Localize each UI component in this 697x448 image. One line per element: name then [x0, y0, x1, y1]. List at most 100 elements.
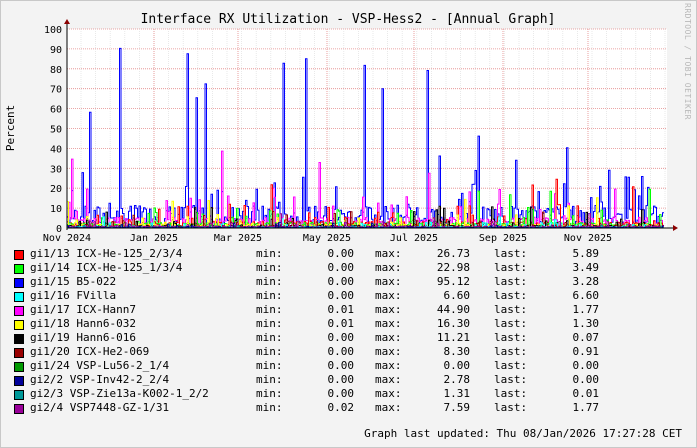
legend-min-label: min: — [256, 387, 283, 400]
rrdtool-watermark: RRDTOOL / TOBI OETIKER — [683, 3, 692, 120]
legend-max-label: max: — [375, 289, 402, 302]
legend-row: gi1/20 ICX-He2-069 min: 0.00 max: 8.30 last: 0… — [14, 345, 654, 359]
legend-min-label: min: — [256, 261, 283, 274]
legend-min-value: 0.00 — [327, 387, 355, 400]
legend-min-value: 0.00 — [327, 261, 355, 274]
y-axis-arrow — [64, 19, 70, 24]
legend-min-value: 0.01 — [327, 317, 355, 330]
legend-swatch — [14, 250, 24, 260]
legend-row: gi2/3 VSP-Zie13a-K002-1_2/2 min: 0.00 max: 1… — [14, 387, 654, 401]
legend-min-value: 0.02 — [327, 401, 355, 414]
legend-max-value: 26.73 — [436, 247, 470, 260]
legend-last-value: 0.01 — [572, 387, 600, 400]
legend-max-value: 2.78 — [443, 373, 471, 386]
legend-swatch — [14, 362, 24, 372]
legend-min-label: min: — [256, 359, 283, 372]
legend-last-label: last: — [494, 303, 528, 316]
y-tick-label: 90 — [50, 45, 62, 56]
legend-series-name: gi1/16 FVilla — [30, 289, 117, 302]
legend-max-value: 0.00 — [443, 359, 471, 372]
legend-min-value: 0.00 — [327, 331, 355, 344]
legend-last-value: 1.77 — [572, 303, 600, 316]
y-tick-label: 100 — [44, 25, 62, 36]
legend-min-label: min: — [256, 275, 283, 288]
legend-min-value: 0.01 — [327, 303, 355, 316]
legend-max-label: max: — [375, 331, 402, 344]
x-tick-label: Jan 2025 — [130, 233, 178, 244]
legend-series-name: gi1/15 B5-022 — [30, 275, 117, 288]
legend-min-value: 0.00 — [327, 373, 355, 386]
y-tick-label: 80 — [50, 65, 62, 76]
legend-series-name: gi1/18 Hann6-032 — [30, 317, 136, 330]
legend-swatch — [14, 278, 24, 288]
legend-max-value: 8.30 — [443, 345, 471, 358]
legend-max-value: 16.30 — [436, 317, 470, 330]
y-tick-label: 70 — [50, 85, 62, 96]
legend-last-value: 5.89 — [572, 247, 600, 260]
legend-series-name: gi1/24 VSP-Lu56-2_1/4 — [30, 359, 170, 372]
legend-max-value: 6.60 — [443, 289, 471, 302]
legend-last-value: 1.77 — [572, 401, 600, 414]
legend-min-label: min: — [256, 247, 283, 260]
x-axis-arrow — [673, 225, 678, 231]
legend-max-label: max: — [375, 373, 402, 386]
series-line — [67, 150, 664, 229]
legend-series-name: gi1/19 Hann6-016 — [30, 331, 136, 344]
y-tick-label: 50 — [50, 125, 62, 136]
last-updated-text: Graph last updated: Thu 08/Jan/2026 17:2… — [364, 427, 682, 440]
y-tick-label: 60 — [50, 105, 62, 116]
legend-max-label: max: — [375, 303, 402, 316]
legend-row: gi1/17 ICX-Hann7 min: 0.01 max: 44.90 last: 1.… — [14, 303, 654, 317]
legend-min-value: 0.00 — [327, 275, 355, 288]
y-tick-label: 20 — [50, 184, 62, 195]
chart-axes — [64, 19, 678, 231]
legend-max-label: max: — [375, 387, 402, 400]
x-tick-label: May 2025 — [303, 233, 351, 244]
legend-max-value: 95.12 — [436, 275, 470, 288]
legend-max-label: max: — [375, 359, 402, 372]
y-tick-label: 0 — [56, 224, 62, 235]
legend-max-label: max: — [375, 261, 402, 274]
legend-series-name: gi2/4 VSP7448-GZ-1/31 — [30, 401, 170, 414]
legend-swatch — [14, 334, 24, 344]
chart-grid — [66, 28, 667, 229]
legend-last-label: last: — [494, 373, 528, 386]
legend-last-value: 0.00 — [572, 373, 600, 386]
legend-min-label: min: — [256, 401, 283, 414]
legend-series-name: gi1/14 ICX-He-125_1/3/4 — [30, 261, 183, 274]
legend-swatch — [14, 264, 24, 274]
y-tick-label: 40 — [50, 144, 62, 155]
legend-max-value: 11.21 — [436, 331, 470, 344]
legend-series-name: gi2/3 VSP-Zie13a-K002-1_2/2 — [30, 387, 209, 400]
legend-min-label: min: — [256, 331, 283, 344]
legend-last-label: last: — [494, 261, 528, 274]
legend-last-value: 0.91 — [572, 345, 600, 358]
legend-min-value: 0.00 — [327, 345, 355, 358]
x-tick-label: Nov 2024 — [43, 233, 91, 244]
legend-last-label: last: — [494, 345, 528, 358]
utilization-chart: Interface RX Utilization - VSP-Hess2 - [… — [4, 12, 678, 244]
legend-last-label: last: — [494, 359, 528, 372]
legend-min-label: min: — [256, 303, 283, 316]
legend-max-label: max: — [375, 401, 402, 414]
legend-series-name: gi1/17 ICX-Hann7 — [30, 303, 136, 316]
legend-series-name: gi1/20 ICX-He2-069 — [30, 345, 150, 358]
legend-last-label: last: — [494, 387, 528, 400]
legend-last-value: 3.49 — [572, 261, 600, 274]
legend-row: gi1/14 ICX-He-125_1/3/4 min: 0.00 max: 22.98… — [14, 261, 654, 275]
legend-min-value: 0.00 — [327, 247, 355, 260]
legend-min-value: 0.00 — [327, 289, 355, 302]
legend: gi1/13 ICX-He-125_2/3/4 min: 0.00 max: 26.73… — [14, 247, 654, 415]
legend-row: gi1/16 FVilla min: 0.00 max: 6.60 last: 6.60 — [14, 289, 654, 303]
legend-row: gi1/15 B5-022 min: 0.00 max: 95.12 last: 3.28 — [14, 275, 654, 289]
legend-max-value: 1.31 — [443, 387, 471, 400]
legend-row: gi2/2 VSP-Inv42-2_2/4 min: 0.00 max: 2.78 las… — [14, 373, 654, 387]
legend-last-value: 1.30 — [572, 317, 600, 330]
legend-min-label: min: — [256, 317, 283, 330]
legend-last-value: 0.07 — [572, 331, 600, 344]
legend-max-value: 7.59 — [443, 401, 471, 414]
x-tick-label: Mar 2025 — [214, 233, 262, 244]
legend-series-name: gi1/13 ICX-He-125_2/3/4 — [30, 247, 183, 260]
x-tick-label: Nov 2025 — [564, 233, 612, 244]
y-tick-label: 10 — [50, 204, 62, 215]
